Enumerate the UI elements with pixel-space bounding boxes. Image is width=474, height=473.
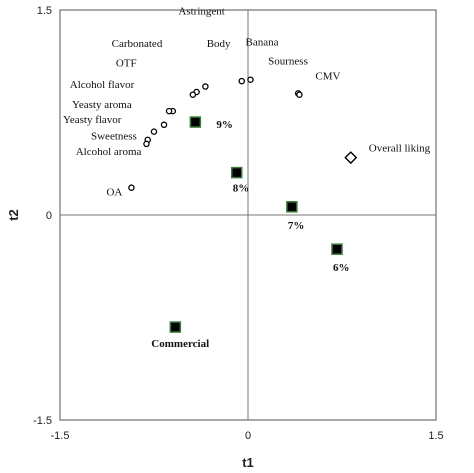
sample-point bbox=[169, 321, 182, 333]
sample-label: 8% bbox=[233, 183, 250, 195]
attribute-label: Body bbox=[207, 38, 231, 50]
attribute-point bbox=[296, 91, 303, 98]
attribute-label: OTF bbox=[116, 58, 137, 70]
attribute-point bbox=[202, 83, 209, 90]
attribute-label: CMV bbox=[315, 71, 340, 83]
attribute-label: OA bbox=[106, 187, 122, 199]
attribute-point bbox=[150, 128, 158, 135]
sample-point bbox=[230, 166, 243, 179]
data-points bbox=[128, 76, 358, 333]
attribute-label: Yeasty flavor bbox=[63, 114, 122, 126]
attribute-label: Sourness bbox=[268, 55, 308, 67]
sample-label: 7% bbox=[288, 220, 305, 232]
attribute-point bbox=[165, 107, 173, 115]
sample-label: 6% bbox=[333, 262, 350, 274]
x-tick-label: -1.5 bbox=[51, 430, 70, 442]
point-labels: Astringent Body Banana Carbonated OTF Sournes… bbox=[63, 6, 431, 351]
attribute-label: Alcohol flavor bbox=[70, 79, 135, 91]
attribute-label: Yeasty aroma bbox=[72, 99, 132, 111]
x-tick-label: 0 bbox=[245, 430, 251, 442]
x-tick-label: 1.5 bbox=[428, 430, 443, 442]
attribute-label: Sweetness bbox=[91, 131, 137, 143]
sample-label: 9% bbox=[216, 119, 233, 131]
tick-labels: -1.5 0 1.5 1.5 0 -1.5 bbox=[33, 5, 444, 442]
x-axis-title: t1 bbox=[242, 455, 254, 470]
y-axis-title: t2 bbox=[6, 209, 21, 221]
attribute-label: Alcohol aroma bbox=[76, 146, 142, 158]
y-tick-label: 0 bbox=[46, 210, 52, 222]
attribute-point bbox=[143, 140, 150, 148]
liking-point bbox=[344, 151, 358, 165]
attribute-label: Overall liking bbox=[369, 143, 431, 155]
y-tick-label: -1.5 bbox=[33, 415, 52, 427]
attribute-point bbox=[160, 121, 168, 129]
sample-point bbox=[286, 201, 298, 213]
attribute-point bbox=[189, 91, 197, 98]
sample-label: Commercial bbox=[151, 338, 209, 350]
attribute-label: Banana bbox=[246, 37, 279, 49]
attribute-label: Carbonated bbox=[112, 38, 163, 50]
attribute-label: Astringent bbox=[178, 6, 224, 18]
attribute-point bbox=[128, 184, 135, 191]
y-tick-label: 1.5 bbox=[37, 5, 52, 17]
sample-point bbox=[189, 116, 202, 128]
attribute-point bbox=[247, 76, 254, 83]
attribute-point bbox=[238, 77, 245, 85]
sample-point bbox=[331, 243, 343, 255]
